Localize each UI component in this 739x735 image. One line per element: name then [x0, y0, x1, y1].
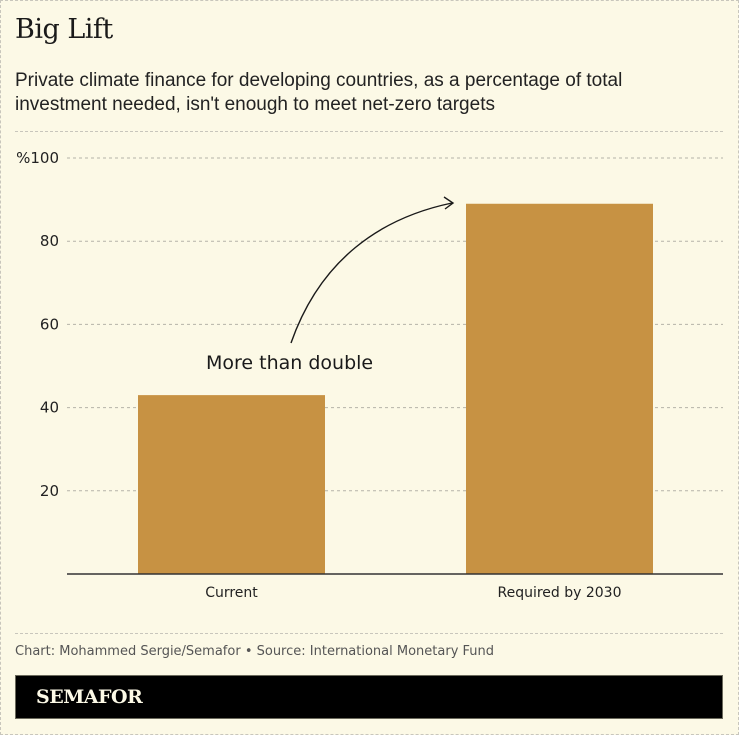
y-tick-label-100: %100 — [16, 149, 59, 167]
y-axis-ticks: 20 40 60 80 %100 — [16, 149, 59, 500]
header-divider — [15, 131, 723, 132]
y-tick-label-80: 80 — [40, 232, 59, 250]
bar-current — [138, 395, 325, 574]
arrowhead-icon — [443, 196, 455, 210]
bar-required-by-2030 — [466, 203, 653, 574]
x-label-current: Current — [205, 585, 258, 601]
chart-subtitle: Private climate finance for developing c… — [15, 70, 623, 115]
annotation-arrow — [290, 202, 453, 344]
x-label-required-by-2030: Required by 2030 — [497, 585, 621, 601]
footer-divider — [15, 633, 723, 634]
brand-bar: SEMAFOR — [15, 675, 723, 719]
chart-credit: Chart: Mohammed Sergie/Semafor • Source:… — [15, 644, 495, 659]
chart-title: Big Lift — [15, 14, 113, 45]
y-tick-label-60: 60 — [40, 315, 59, 333]
annotation-more-than-double: More than double — [206, 352, 373, 374]
x-axis-labels: Current Required by 2030 — [205, 585, 621, 601]
bar-chart: 20 40 60 80 %100 Current Required by 2030 Mor… — [16, 149, 723, 601]
y-tick-label-20: 20 — [40, 482, 59, 500]
y-tick-label-40: 40 — [40, 399, 59, 417]
bars — [138, 203, 653, 574]
semafor-logo: SEMAFOR — [36, 686, 143, 708]
